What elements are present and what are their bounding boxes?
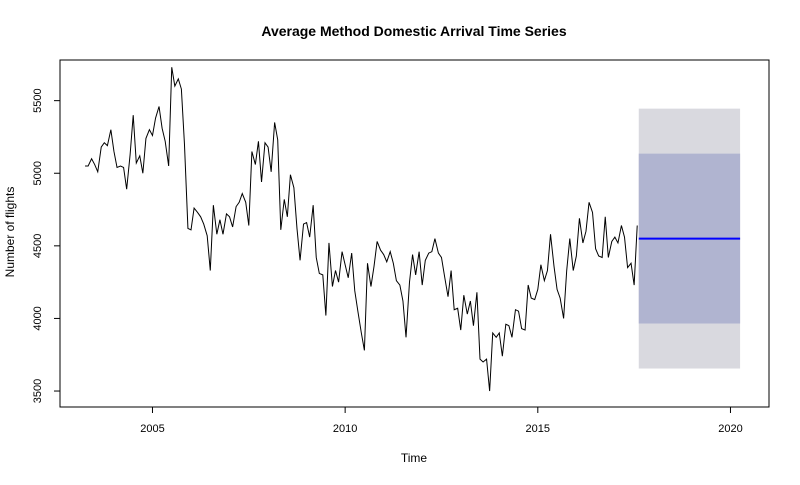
chart-title: Average Method Domestic Arrival Time Ser…	[261, 23, 566, 39]
series-layer	[85, 67, 638, 392]
y-tick-label: 5500	[32, 88, 44, 112]
y-tick-label: 4000	[32, 306, 44, 330]
y-axis: 3500 4000 4500 5000 5500	[32, 88, 61, 403]
x-axis: 2005 2010 2015 2020	[140, 406, 743, 435]
x-axis-label: Time	[401, 451, 428, 465]
y-tick-label: 5000	[32, 161, 44, 185]
x-tick-label: 2020	[718, 423, 742, 435]
y-axis-label: Number of flights	[3, 187, 17, 278]
x-tick-label: 2005	[140, 423, 164, 435]
y-tick-label: 3500	[32, 379, 44, 403]
series-line	[85, 67, 638, 392]
y-tick-label: 4500	[32, 234, 44, 258]
x-tick-label: 2015	[526, 423, 550, 435]
x-tick-label: 2010	[333, 423, 357, 435]
